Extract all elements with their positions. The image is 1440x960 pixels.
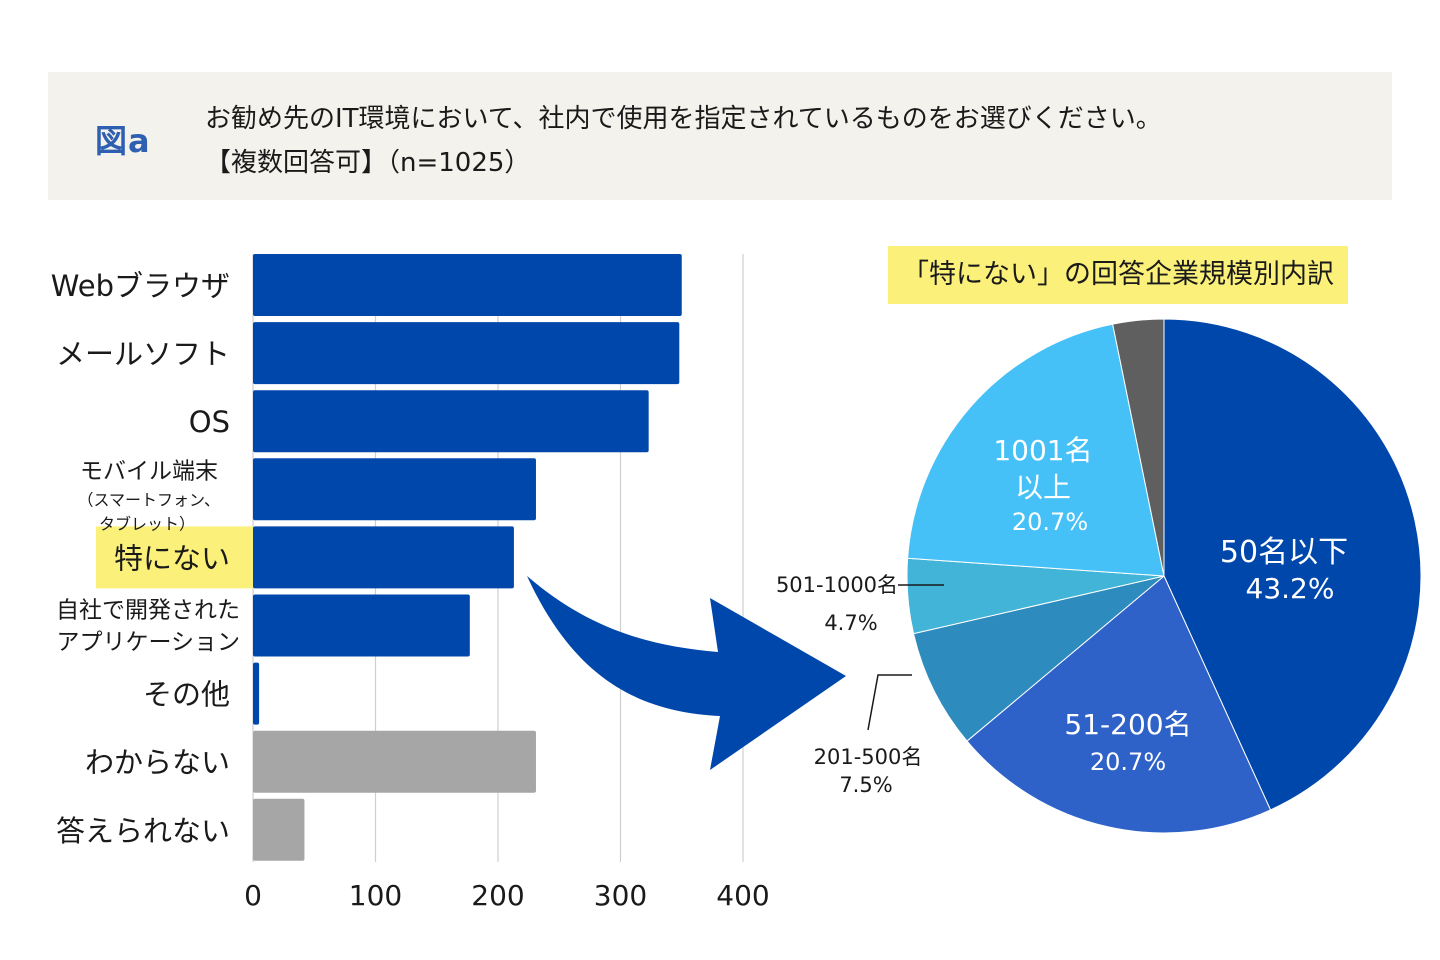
- pie-title: 「特にない」の回答企業規模別内訳: [888, 246, 1348, 304]
- bar-label-5-line-1: アプリケーション: [56, 630, 240, 656]
- leader-line-2: [867, 674, 912, 731]
- bar-7: [253, 730, 536, 793]
- pie-slice-4: [907, 323, 1165, 577]
- pie-value-3: 4.7%: [824, 611, 877, 635]
- x-tick-label-400: 400: [716, 879, 769, 912]
- bar-3: [253, 458, 536, 521]
- pie-slice-5: [1112, 318, 1165, 577]
- bar-4: [253, 526, 514, 589]
- pie-label-0: 50名以下: [1220, 535, 1348, 570]
- bar-label-3-line-0: モバイル端末: [80, 458, 218, 484]
- question-text: お勧め先のIT環境において、社内で使用を指定されているものをお選びください。: [205, 104, 1162, 134]
- question-note: 【複数回答可】（n=1025）: [205, 148, 531, 178]
- pie-label-3: 501-1000名: [776, 573, 898, 597]
- bar-label-4: 特にない: [114, 541, 230, 575]
- bar-1: [253, 322, 680, 385]
- pie-value-2: 7.5%: [839, 773, 892, 797]
- bar-label-6: その他: [143, 678, 230, 712]
- x-tick-label-100: 100: [349, 879, 402, 912]
- pie-label-2: 201-500名: [814, 745, 923, 769]
- pie-label-4-line-1: 以上: [1015, 471, 1071, 504]
- bar-0: [253, 254, 682, 316]
- x-tick-label-200: 200: [471, 879, 524, 912]
- bar-label-1: メールソフト: [56, 337, 230, 371]
- bar-label-3-line-2: タブレット）: [99, 514, 195, 533]
- x-tick-label-0: 0: [244, 879, 262, 912]
- pie-label-1: 51-200名: [1064, 708, 1191, 741]
- pie-slice-1: [966, 575, 1272, 834]
- pie-slice-0: [1163, 318, 1422, 811]
- bar-8: [253, 798, 305, 861]
- bar-2: [253, 390, 649, 453]
- bar-label-7: わからない: [85, 746, 230, 780]
- bar-label-3-line-1: （スマートフォン、: [77, 490, 220, 509]
- bar-5: [253, 594, 470, 657]
- bar-label-2: OS: [189, 405, 230, 439]
- pie-value-1: 20.7%: [1090, 748, 1166, 776]
- pie-slice-2: [912, 575, 1165, 742]
- pie-value-4: 20.7%: [1012, 508, 1088, 536]
- question-header: [48, 72, 1392, 200]
- pie-value-0: 43.2%: [1246, 572, 1335, 605]
- pie-label-4-line-0: 1001名: [993, 434, 1092, 467]
- arrow-shape: [527, 576, 846, 770]
- figure-label: 図a: [95, 122, 151, 160]
- bar-label-0: Webブラウザ: [51, 269, 230, 303]
- highlight-label-bg: [96, 526, 254, 589]
- bar-label-8: 答えられない: [56, 814, 230, 848]
- bar-6: [253, 662, 260, 725]
- bar-label-5-line-0: 自社で開発された: [56, 598, 240, 624]
- x-tick-label-300: 300: [594, 879, 647, 912]
